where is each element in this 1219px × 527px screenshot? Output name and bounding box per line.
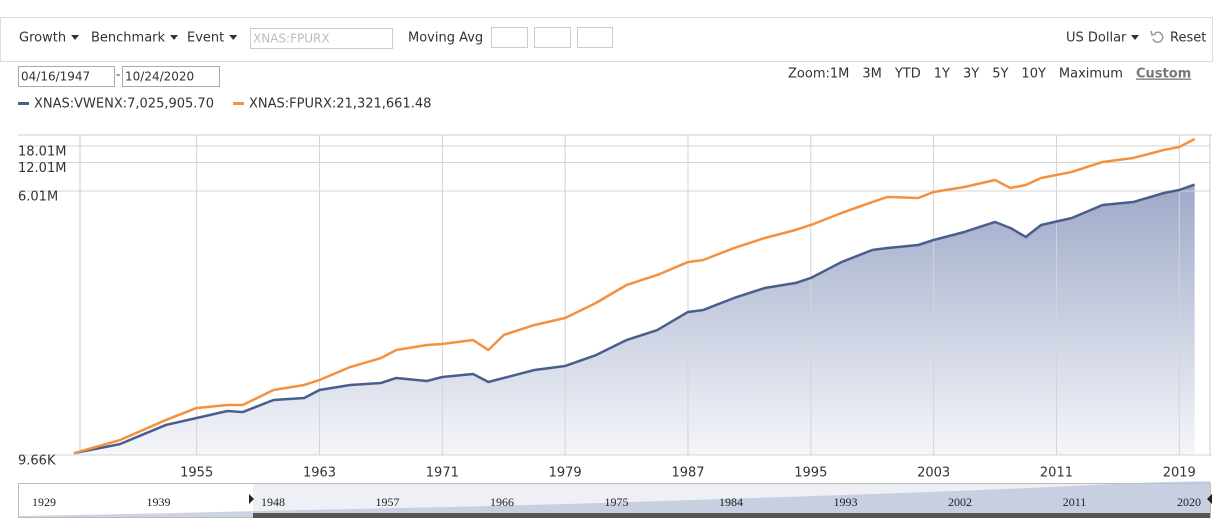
navigator-scrollbar[interactable] <box>253 513 1210 518</box>
zoom-option[interactable]: YTD <box>894 67 921 82</box>
currency-menu[interactable]: US Dollar <box>1066 31 1127 46</box>
symbol-input[interactable] <box>250 28 393 49</box>
x-tick-label: 1955 <box>180 466 213 481</box>
navigator-label: 1939 <box>147 495 171 509</box>
navigator-label: 2011 <box>1063 495 1087 509</box>
y-tick-label: 18.01M <box>18 144 66 159</box>
legend-label[interactable]: XNAS:FPURX:21,321,661.48 <box>249 97 431 112</box>
end-date-input[interactable] <box>122 66 220 87</box>
menu[interactable]: Event <box>187 31 224 46</box>
legend-label[interactable]: XNAS:VWENX:7,025,905.70 <box>34 97 214 112</box>
navigator-handle[interactable] <box>249 494 254 504</box>
navigator-label: 1929 <box>32 495 56 509</box>
zoom-option[interactable]: Maximum <box>1059 67 1123 82</box>
x-tick-label: 2011 <box>1040 466 1073 481</box>
navigator-label: 1975 <box>605 495 629 509</box>
area-fill <box>73 184 1195 455</box>
moving-avg-input[interactable] <box>534 27 571 48</box>
moving-avg-input[interactable] <box>491 27 528 48</box>
legend-swatch <box>18 102 29 105</box>
zoom-option[interactable]: 3Y <box>963 67 979 82</box>
legend-swatch <box>232 102 244 105</box>
zoom-option[interactable]: 5Y <box>992 67 1008 82</box>
x-tick-label: 1971 <box>426 466 459 481</box>
x-tick-label: 1979 <box>549 466 582 481</box>
symbol-placeholder: XNAS:FPURX <box>253 32 330 46</box>
x-tick-label: 1995 <box>794 466 827 481</box>
navigator-label: 2020 <box>1177 495 1201 509</box>
zoom-option[interactable]: 1Y <box>934 67 950 82</box>
zoom-option[interactable]: 3M <box>862 67 882 82</box>
y-tick-label: 6.01M <box>18 189 58 204</box>
end-date: 10/24/2020 <box>125 70 194 84</box>
x-tick-label: 1987 <box>671 466 704 481</box>
date-separator: - <box>116 68 120 82</box>
y-tick-label: 9.66K <box>18 454 56 469</box>
zoom-option[interactable]: Custom <box>1136 67 1191 82</box>
navigator-handle[interactable] <box>1207 494 1212 504</box>
navigator-label: 2002 <box>948 495 972 509</box>
navigator-label: 1984 <box>719 495 743 509</box>
x-tick-label: 2019 <box>1163 466 1196 481</box>
dropdown-arrow <box>229 35 238 40</box>
navigator-label: 1948 <box>261 495 285 509</box>
navigator-label: 1957 <box>376 495 400 509</box>
navigator-label: 1993 <box>834 495 858 509</box>
dropdown-arrow <box>71 35 80 40</box>
start-date-input[interactable] <box>18 66 115 87</box>
x-tick-label: 1963 <box>303 466 336 481</box>
navigator-label: 1966 <box>490 495 514 509</box>
zoom-option[interactable]: 1M <box>830 67 850 82</box>
y-tick-label: 12.01M <box>18 161 66 176</box>
reset-button[interactable]: Reset <box>1170 31 1206 46</box>
navigator-area <box>19 481 1210 517</box>
dropdown-arrow <box>170 35 179 40</box>
x-tick-label: 2003 <box>917 466 950 481</box>
moving-avg-input[interactable] <box>577 27 613 48</box>
reset-icon <box>1150 30 1164 43</box>
start-date: 04/16/1947 <box>21 70 90 84</box>
menu[interactable]: Benchmark <box>91 31 166 46</box>
series-line <box>73 183 1196 455</box>
menu[interactable]: Growth <box>19 31 66 46</box>
moving-avg-label: Moving Avg <box>408 31 483 46</box>
zoom-option[interactable]: 10Y <box>1021 67 1046 82</box>
dropdown-arrow <box>1131 35 1139 40</box>
zoom-label: Zoom: <box>788 67 830 82</box>
series-line <box>73 137 1196 455</box>
